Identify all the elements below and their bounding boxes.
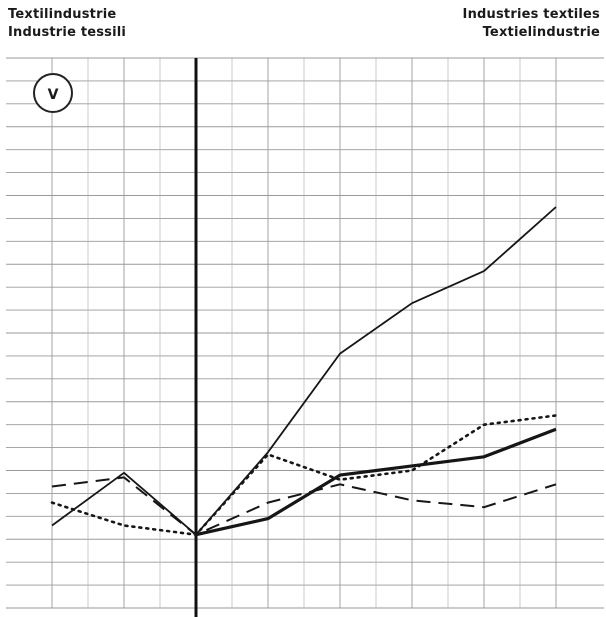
header-right: Industries textiles Textielindustrie [463, 6, 600, 42]
header-left-line-1: Textilindustrie [8, 7, 117, 22]
vertical-gridlines [51, 58, 557, 608]
section-badge: V [33, 73, 73, 113]
series-line-solid-thick [195, 427, 557, 537]
series-line-dotted [50, 414, 558, 536]
horizontal-gridlines [6, 57, 604, 609]
header-left-line-2: Industrie tessili [8, 25, 127, 40]
header-left: Textilindustrie Industrie tessili [8, 6, 126, 42]
series-line-dashed [51, 476, 557, 536]
series-line-solid-thin [51, 206, 557, 536]
header-right-line-2: Textielindustrie [482, 25, 600, 40]
series-layer [50, 206, 558, 537]
header-right-line-1: Industries textiles [462, 7, 600, 22]
